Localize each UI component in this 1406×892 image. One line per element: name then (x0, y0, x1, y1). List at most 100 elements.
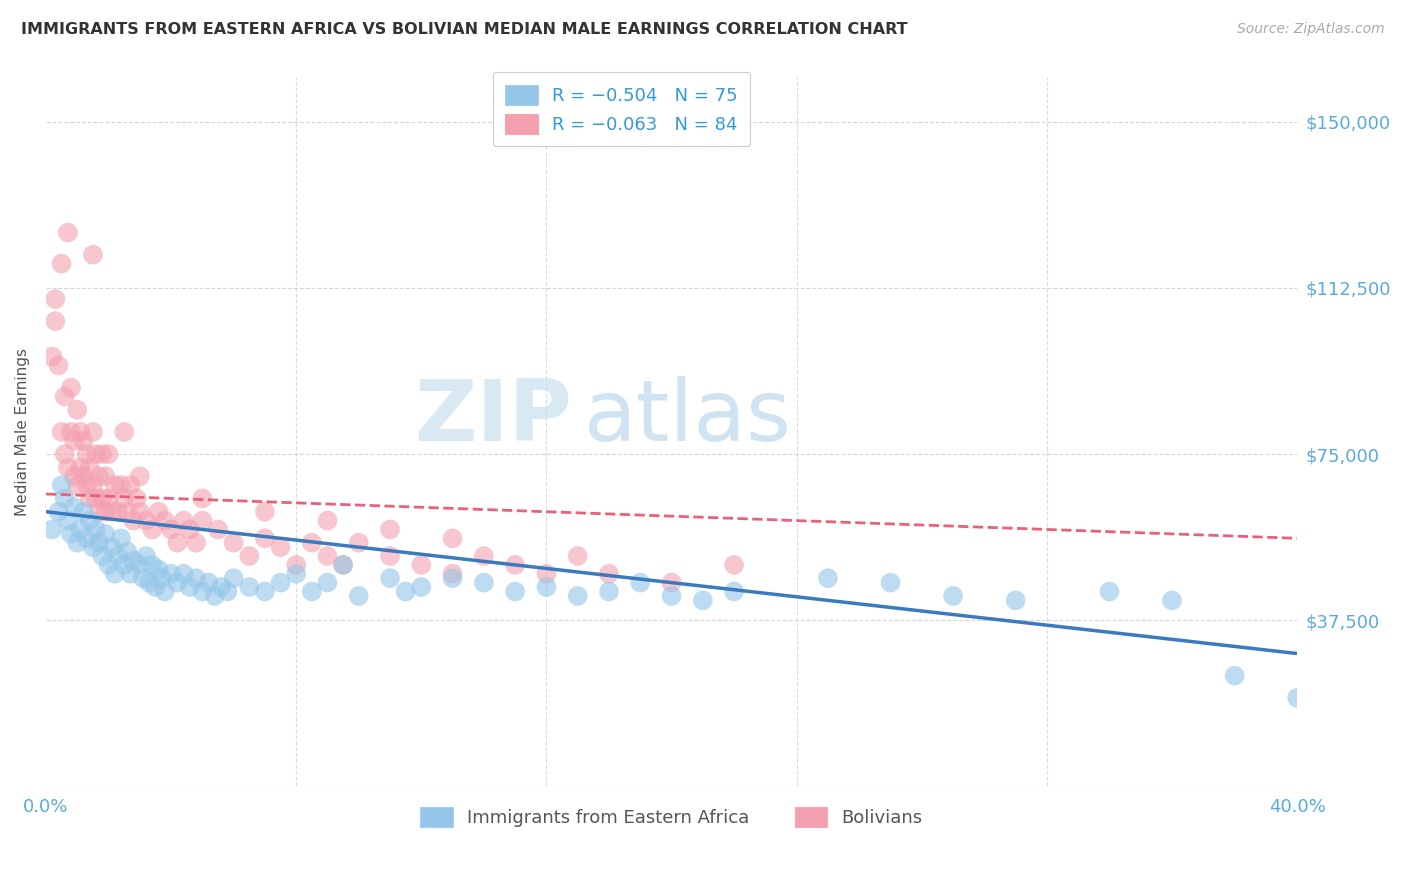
Point (191, 491, 214, 506)
Point (41, 350, 63, 364)
Point (79, 491, 101, 506)
Point (138, 575, 160, 590)
Point (79, 514, 101, 528)
Point (107, 505, 129, 519)
Text: Source: ZipAtlas.com: Source: ZipAtlas.com (1237, 22, 1385, 37)
Point (112, 425, 135, 439)
Point (661, 575, 683, 590)
Point (94, 505, 117, 519)
Point (59, 381, 82, 395)
Point (51, 256, 73, 270)
Point (76, 531, 98, 545)
Point (82, 425, 104, 439)
Point (503, 584, 526, 599)
Point (1098, 584, 1121, 599)
Point (411, 558, 433, 572)
Point (347, 535, 370, 549)
Point (316, 549, 339, 563)
Point (72, 469, 94, 483)
Point (598, 584, 620, 599)
Point (135, 514, 157, 528)
Point (173, 514, 195, 528)
Point (567, 589, 589, 603)
Point (1004, 593, 1026, 607)
Point (48, 359, 70, 373)
Point (135, 549, 157, 563)
Point (59, 425, 82, 439)
Point (285, 566, 308, 581)
Point (238, 549, 260, 563)
Point (472, 549, 495, 563)
Point (222, 571, 245, 585)
Point (197, 575, 219, 590)
Point (89, 469, 111, 483)
Point (91, 447, 114, 461)
Point (120, 566, 142, 581)
Point (332, 558, 354, 572)
Point (128, 469, 150, 483)
Point (91, 491, 114, 506)
Point (112, 558, 135, 572)
Point (76, 447, 98, 461)
Point (222, 535, 245, 549)
Point (53, 447, 76, 461)
Point (661, 589, 683, 603)
Point (238, 580, 260, 594)
Point (63, 500, 86, 515)
Point (301, 584, 323, 599)
Point (536, 566, 558, 581)
Point (69, 425, 91, 439)
Point (97, 447, 120, 461)
Point (347, 589, 370, 603)
Point (503, 558, 526, 572)
Point (141, 558, 163, 572)
Point (53, 491, 76, 506)
Point (441, 566, 464, 581)
Point (100, 505, 122, 519)
Point (160, 566, 183, 581)
Point (84, 491, 107, 506)
Point (89, 535, 111, 549)
Point (285, 558, 308, 572)
Point (378, 523, 401, 537)
Point (110, 531, 132, 545)
Point (942, 589, 965, 603)
Point (63, 469, 86, 483)
Point (184, 535, 207, 549)
Point (472, 575, 495, 590)
Point (191, 584, 214, 599)
Point (153, 514, 176, 528)
Point (51, 478, 73, 492)
Point (332, 558, 354, 572)
Point (132, 571, 155, 585)
Point (209, 580, 232, 594)
Point (1286, 690, 1309, 705)
Point (598, 566, 620, 581)
Point (97, 558, 120, 572)
Point (120, 478, 142, 492)
Point (122, 553, 145, 567)
Point (879, 575, 901, 590)
Point (567, 549, 589, 563)
Point (217, 584, 239, 599)
Point (44, 314, 66, 328)
Point (91, 549, 114, 563)
Point (378, 571, 401, 585)
Point (82, 540, 104, 554)
Point (1161, 593, 1184, 607)
Point (100, 540, 122, 554)
Point (56, 514, 79, 528)
Point (44, 292, 66, 306)
Point (66, 402, 89, 417)
Point (82, 248, 104, 262)
Point (79, 460, 101, 475)
Point (628, 575, 651, 590)
Point (179, 580, 201, 594)
Point (148, 562, 170, 576)
Point (1223, 669, 1246, 683)
Point (184, 571, 207, 585)
Point (82, 478, 104, 492)
Point (66, 535, 89, 549)
Point (204, 589, 226, 603)
Point (207, 523, 229, 537)
